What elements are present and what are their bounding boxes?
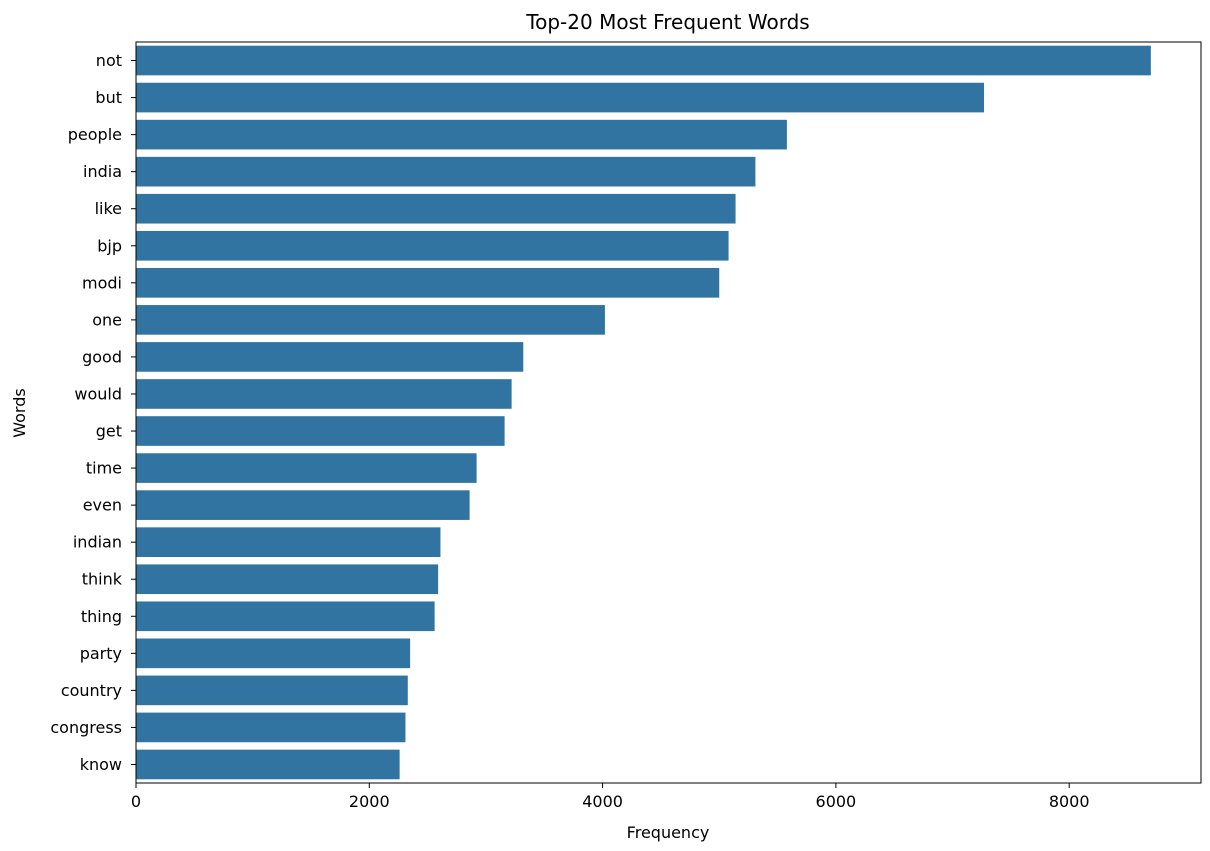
y-tick-label: but bbox=[95, 88, 122, 107]
y-axis-ticks: not but people india like bjp modi one good would… bbox=[50, 51, 136, 774]
x-tick-label: 8000 bbox=[1049, 792, 1090, 811]
bars-group bbox=[136, 45, 1151, 780]
y-tick-label: get bbox=[96, 422, 122, 441]
y-tick-label: one bbox=[92, 310, 122, 329]
bar-congress bbox=[136, 712, 406, 743]
y-tick-label: not bbox=[96, 51, 122, 70]
bar-like bbox=[136, 193, 736, 224]
bar-think bbox=[136, 564, 439, 595]
x-tick-label: 4000 bbox=[582, 792, 623, 811]
chart-title: Top-20 Most Frequent Words bbox=[525, 10, 809, 34]
bar-people bbox=[136, 119, 787, 150]
bar-thing bbox=[136, 601, 435, 632]
bar-even bbox=[136, 490, 470, 520]
y-tick-label: even bbox=[83, 496, 122, 515]
y-tick-label: party bbox=[80, 644, 122, 663]
x-tick-label: 6000 bbox=[816, 792, 857, 811]
y-tick-label: time bbox=[86, 459, 122, 478]
bar-not bbox=[136, 45, 1151, 76]
bar-know bbox=[136, 749, 400, 780]
bar-but bbox=[136, 82, 985, 113]
bar-indian bbox=[136, 527, 441, 557]
y-tick-label: india bbox=[83, 162, 122, 181]
x-axis-ticks: 0 2000 4000 6000 8000 bbox=[131, 783, 1090, 811]
y-axis-label: Words bbox=[10, 388, 29, 437]
y-tick-label: would bbox=[74, 384, 122, 403]
plot-frame bbox=[135, 41, 1202, 784]
bar-modi bbox=[136, 268, 720, 298]
bar-time bbox=[136, 453, 477, 483]
y-tick-label: indian bbox=[73, 533, 122, 552]
bar-good bbox=[136, 342, 524, 372]
bar-bjp bbox=[136, 230, 729, 261]
bar-would bbox=[136, 379, 512, 409]
x-tick-label: 0 bbox=[131, 792, 141, 811]
y-tick-label: good bbox=[82, 347, 122, 366]
bar-country bbox=[136, 675, 408, 706]
x-tick-label: 2000 bbox=[349, 792, 390, 811]
bar-get bbox=[136, 416, 505, 446]
x-axis-label: Frequency bbox=[627, 823, 710, 842]
bar-party bbox=[136, 638, 411, 669]
bar-india bbox=[136, 156, 756, 187]
y-tick-label: bjp bbox=[97, 236, 122, 255]
y-tick-label: thing bbox=[81, 607, 122, 626]
y-tick-label: country bbox=[61, 681, 122, 700]
y-tick-label: like bbox=[95, 199, 122, 218]
y-tick-label: congress bbox=[50, 718, 122, 737]
y-tick-label: modi bbox=[82, 273, 122, 292]
bar-one bbox=[136, 305, 605, 335]
y-tick-label: think bbox=[82, 570, 123, 589]
y-tick-label: people bbox=[68, 125, 122, 144]
y-tick-label: know bbox=[80, 755, 122, 774]
